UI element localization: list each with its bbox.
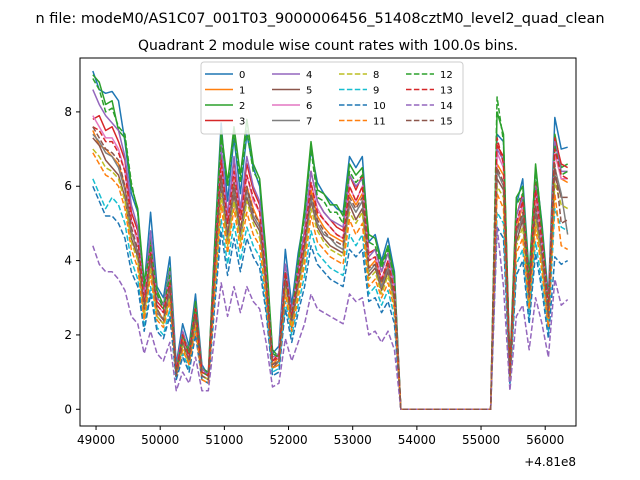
ticks-layer: 49000 50000 51000 52000 53000 54000 55000 56000… bbox=[64, 105, 564, 447]
series-line-12 bbox=[92, 78, 569, 411]
legend-label-11: 11 bbox=[373, 117, 386, 128]
y-tick-label: 2 bbox=[64, 328, 72, 342]
series-line-13 bbox=[92, 126, 569, 411]
x-tick-label: 49000 bbox=[77, 433, 115, 447]
y-tick-label: 8 bbox=[64, 105, 72, 119]
series-line-15 bbox=[92, 126, 569, 411]
x-tick-label: 56000 bbox=[526, 433, 564, 447]
legend-label-5: 5 bbox=[306, 86, 312, 97]
legend-label-2: 2 bbox=[239, 101, 245, 112]
x-tick-label: 54000 bbox=[398, 433, 436, 447]
legend-label-9: 9 bbox=[373, 86, 379, 97]
series-line-8 bbox=[92, 148, 569, 411]
legend-label-0: 0 bbox=[239, 70, 245, 81]
axes-frame bbox=[79, 57, 577, 427]
x-tick-label: 50000 bbox=[141, 433, 179, 447]
x-tick-label: 52000 bbox=[269, 433, 307, 447]
series-line-11 bbox=[92, 152, 569, 411]
x-offset-label: +4.81e8 bbox=[524, 455, 576, 469]
series-layer bbox=[92, 70, 569, 411]
series-line-6 bbox=[92, 115, 568, 411]
legend-label-4: 4 bbox=[306, 70, 312, 81]
legend-label-13: 13 bbox=[440, 86, 453, 97]
x-tick-label: 53000 bbox=[334, 433, 372, 447]
x-tick-label: 51000 bbox=[205, 433, 243, 447]
legend-label-12: 12 bbox=[440, 70, 453, 81]
legend-label-3: 3 bbox=[239, 117, 245, 128]
x-tick-label: 55000 bbox=[462, 433, 500, 447]
legend-box bbox=[200, 61, 464, 135]
series-line-14 bbox=[92, 226, 569, 411]
legend-label-7: 7 bbox=[306, 117, 312, 128]
y-tick-label: 0 bbox=[64, 402, 72, 416]
legend-label-14: 14 bbox=[440, 101, 453, 112]
series-line-9 bbox=[92, 178, 569, 411]
chart-title: Quadrant 2 module wise count rates with … bbox=[138, 38, 518, 54]
legend-label-6: 6 bbox=[306, 101, 312, 112]
legend-label-10: 10 bbox=[373, 101, 386, 112]
y-tick-label: 4 bbox=[64, 254, 72, 268]
series-line-10 bbox=[92, 185, 569, 411]
legend-label-8: 8 bbox=[373, 70, 379, 81]
legend-label-1: 1 bbox=[239, 86, 245, 97]
chart-suptitle: n file: modeM0/AS1C07_001T03_9000006456_… bbox=[35, 11, 604, 27]
series-line-0 bbox=[92, 70, 568, 411]
y-tick-label: 6 bbox=[64, 179, 72, 193]
legend-label-15: 15 bbox=[440, 117, 453, 128]
